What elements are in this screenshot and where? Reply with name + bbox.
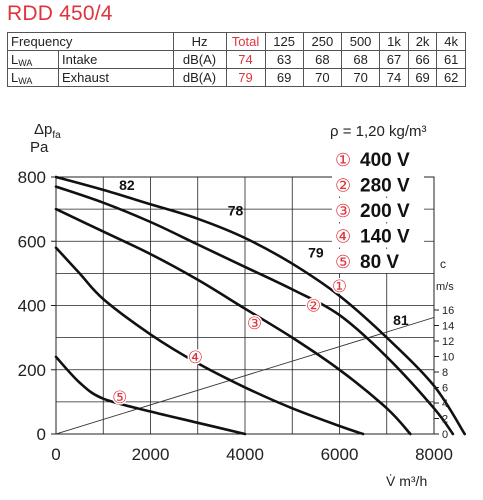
fan-curve-line: [54, 207, 412, 436]
system-line: [56, 316, 434, 434]
curve-marker: ①: [332, 277, 347, 296]
row-value: 70: [340, 68, 381, 87]
curve-marker: ④: [188, 348, 203, 367]
y-tick-label: 200: [18, 361, 46, 380]
header-frequency: Frequency: [7, 32, 174, 51]
sound-level-label: 78: [228, 203, 244, 219]
velocity-axis-unit: m/s: [436, 281, 454, 293]
x-tick-label: 0: [51, 445, 60, 464]
row-value: 74: [379, 68, 409, 87]
row-symbol: LWA: [7, 68, 59, 87]
fan-curve-line: [54, 246, 365, 436]
sound-power-table: Frequency Hz Total 125 250 500 1k 2k 4k …: [7, 32, 466, 87]
velocity-tick-label: 0: [442, 429, 448, 441]
sound-level-labels: 82 78 79 81: [119, 177, 409, 328]
legend-label: 280 V: [360, 176, 410, 197]
row-value: 67: [379, 50, 409, 69]
velocity-tick-label: 8: [442, 367, 448, 379]
row-value: 70: [302, 68, 342, 87]
fan-curve-line: [54, 355, 247, 436]
legend-background: [332, 147, 424, 171]
header-hz: Hz: [172, 32, 227, 51]
velocity-tick-label: 16: [442, 305, 454, 317]
system-resistance-line: [56, 316, 434, 434]
velocity-tick-label: 12: [442, 336, 454, 348]
row-value: 62: [436, 68, 466, 87]
row-label: Exhaust: [58, 68, 174, 87]
curve-marker: ②: [306, 297, 321, 316]
y-tick-label: 600: [18, 232, 46, 251]
fan-curves: [54, 175, 466, 436]
y-axis-label: Δpfa: [34, 121, 61, 141]
header-500: 500: [340, 32, 381, 51]
x-tick-label: 2000: [132, 445, 170, 464]
fan-curve-line: [54, 175, 466, 436]
table-header-row: Frequency Hz Total 125 250 500 1k 2k 4k: [7, 32, 466, 51]
legend-label: 400 V: [360, 150, 410, 171]
header-250: 250: [302, 32, 342, 51]
x-tick-label: 4000: [226, 445, 264, 464]
velocity-tick-label: 14: [442, 321, 454, 333]
legend-label: 200 V: [360, 201, 410, 222]
sound-level-label: 81: [393, 312, 409, 328]
x-tick-label: 6000: [321, 445, 359, 464]
legend-marker: ⑤: [335, 252, 351, 272]
velocity-axis-label: c: [440, 257, 446, 271]
velocity-tick-label: 4: [442, 398, 448, 410]
density-label: ρ = 1,20 kg/m³: [330, 123, 427, 140]
velocity-tick-label: 10: [442, 352, 454, 364]
y-tick-label: 800: [18, 168, 46, 187]
legend-marker: ①: [335, 150, 351, 170]
y-tick-label: 400: [18, 297, 46, 316]
page-title: RDD 450/4: [7, 2, 113, 25]
row-value: 69: [407, 68, 438, 87]
y-tick-label: 0: [37, 425, 46, 444]
sound-level-label: 82: [119, 177, 135, 193]
header-2k: 2k: [407, 32, 438, 51]
curve-marker: ③: [247, 314, 262, 333]
header-1k: 1k: [379, 32, 409, 51]
chart-legend: ① 400 V ② 280 V ③ 200 V ④ 140 V ⑤ 80 V: [332, 147, 424, 273]
legend-background: [332, 249, 424, 273]
curve-marker: ⑤: [112, 388, 127, 407]
chart-axes: 0 2000 4000 6000 800002004006008000246810121…: [18, 168, 455, 464]
header-4k: 4k: [436, 32, 466, 51]
curve-markers: ①② ③ ④ ⑤: [111, 276, 349, 409]
x-tick-label: 8000: [415, 445, 453, 464]
legend-marker: ③: [335, 201, 351, 221]
legend-background: [332, 172, 424, 197]
row-total: 79: [225, 68, 266, 87]
legend-marker: ④: [335, 227, 351, 247]
legend-background: [332, 198, 424, 222]
y-axis-unit: Pa: [30, 139, 49, 156]
fan-curve-line: [54, 185, 455, 436]
row-unit: dB(A): [172, 50, 227, 69]
row-unit: dB(A): [172, 68, 227, 87]
table-row: LWA Intake dB(A) 74 63 68 68 67 66 61: [7, 50, 466, 69]
legend-label: 80 V: [360, 252, 399, 273]
velocity-tick-label: 6: [442, 383, 448, 395]
sound-level-label: 79: [308, 244, 324, 260]
legend-label: 140 V: [360, 227, 410, 248]
velocity-tick-label: 2: [442, 414, 448, 426]
table-row: LWA Exhaust dB(A) 79 69 70 70 74 69 62: [7, 68, 466, 87]
legend-background: [332, 223, 424, 248]
legend-marker: ②: [335, 176, 351, 196]
x-axis-label: V̇ m³/h: [386, 473, 427, 489]
